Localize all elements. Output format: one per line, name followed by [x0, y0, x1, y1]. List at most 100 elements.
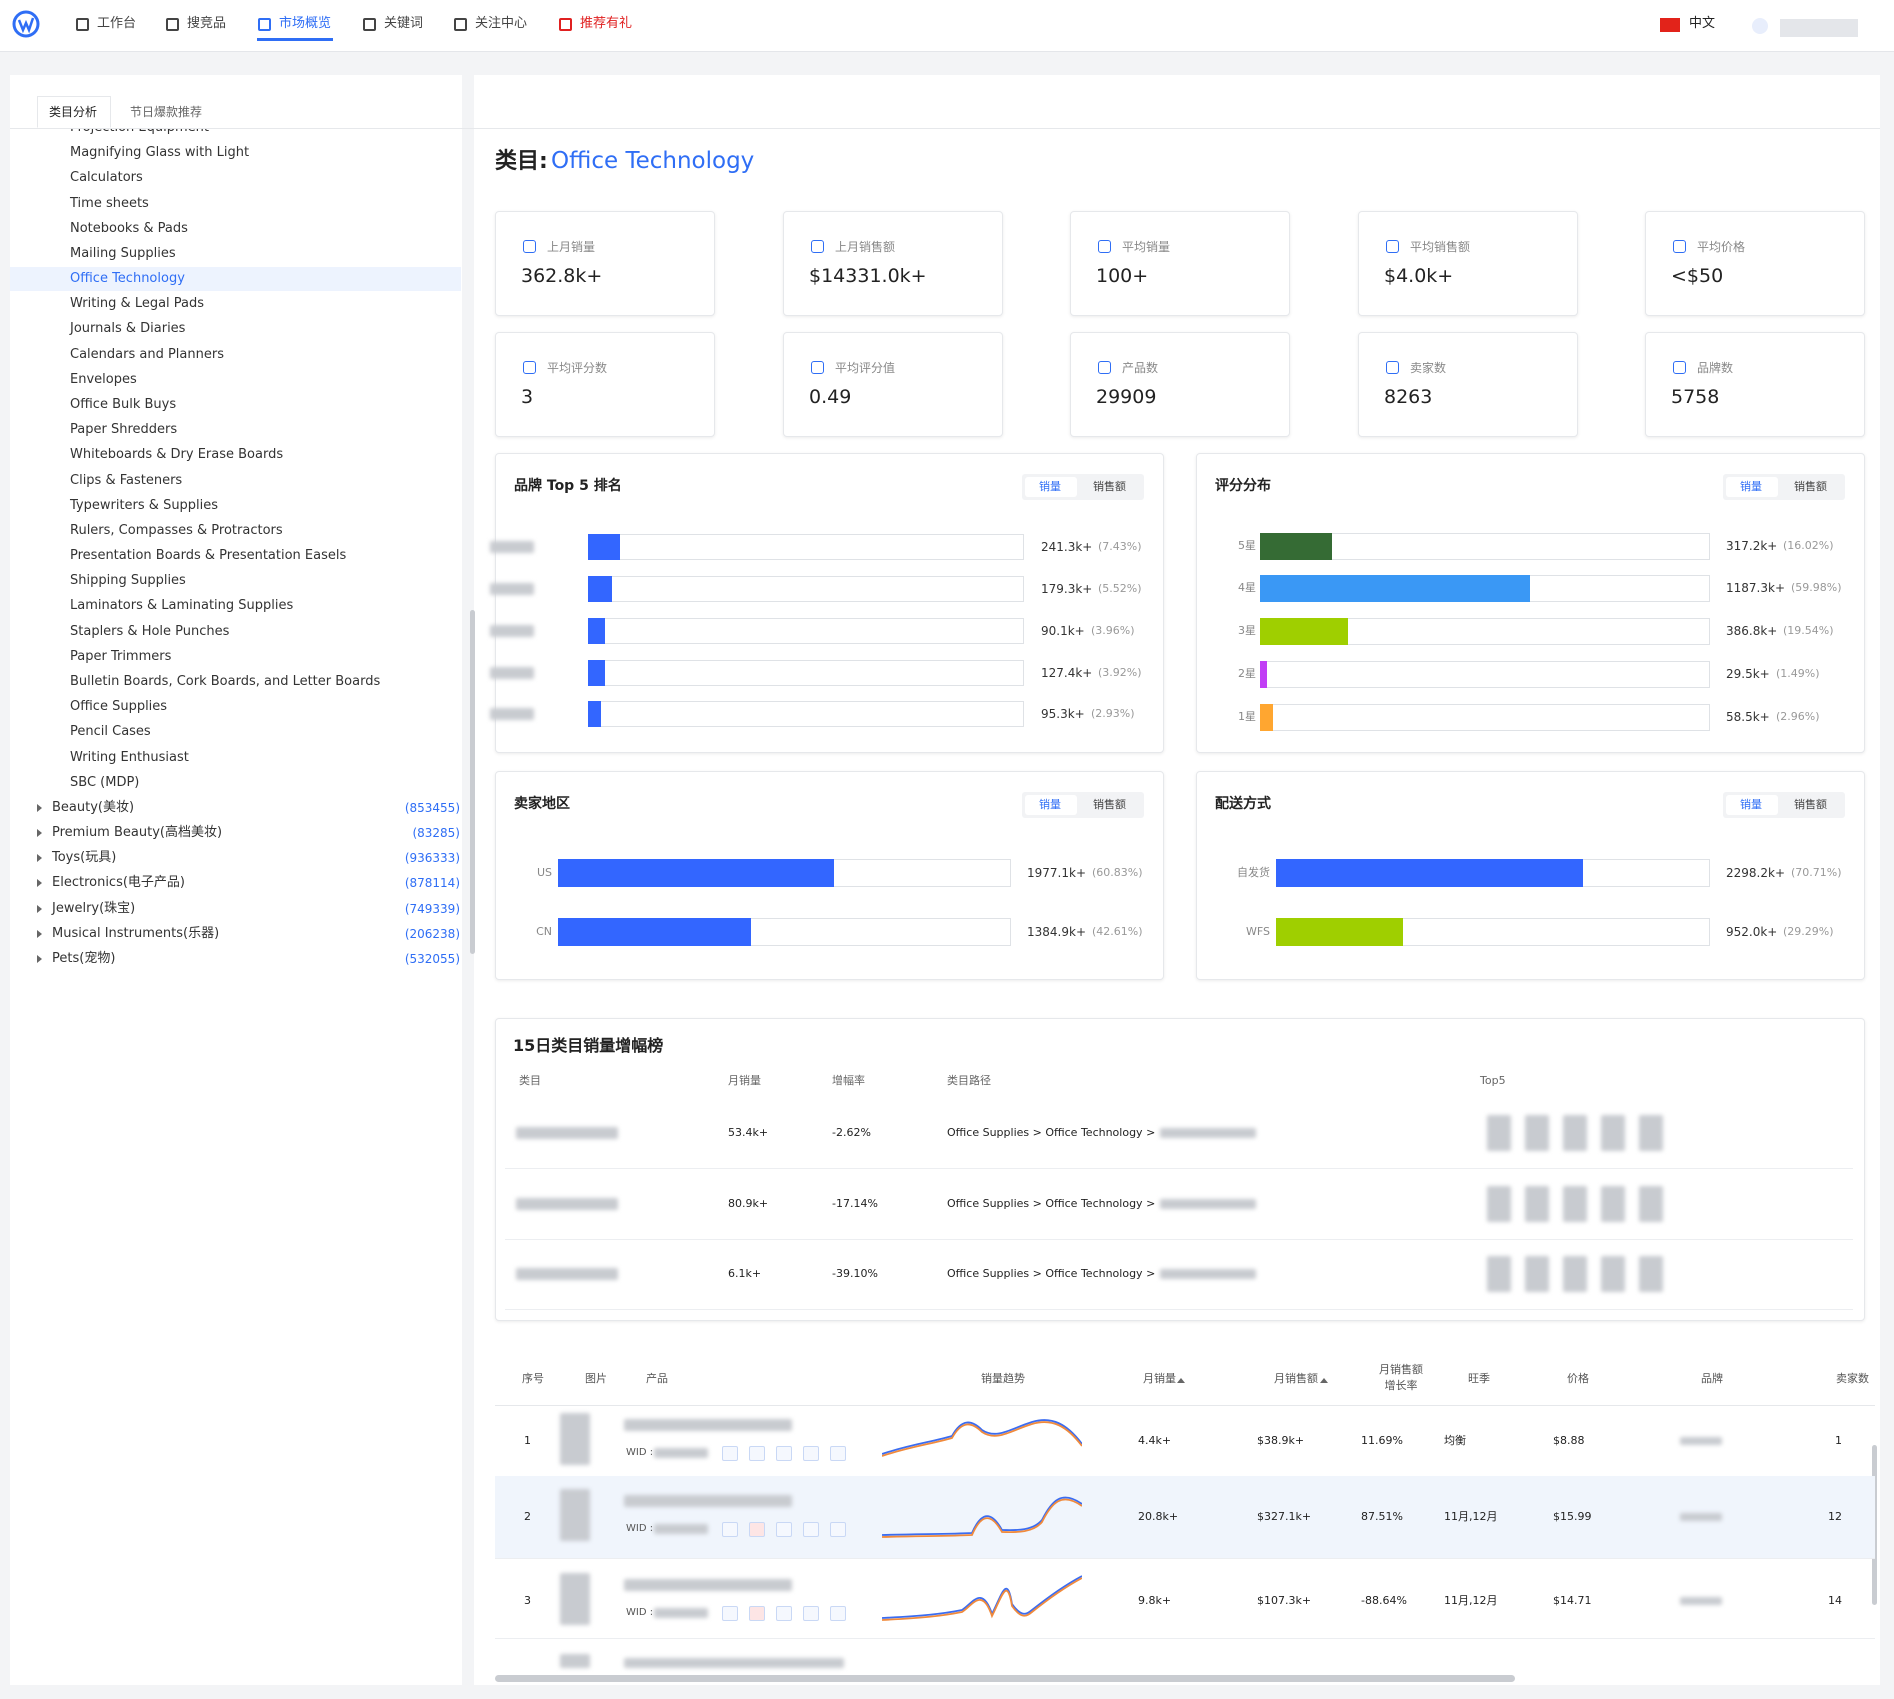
action-icon[interactable]	[749, 1606, 765, 1621]
category[interactable]: Musical Instruments(乐器)	[52, 925, 220, 941]
category-count: (853455)	[404, 800, 460, 815]
action-icon[interactable]	[749, 1522, 765, 1537]
toggle[interactable]: 销量	[1039, 480, 1061, 493]
avatar[interactable]	[1752, 18, 1768, 34]
nav-item[interactable]: 关注中心	[475, 16, 528, 31]
subcategory[interactable]: Notebooks & Pads	[70, 220, 188, 236]
subcategory[interactable]: Staplers & Hole Punches	[70, 623, 230, 639]
subcategory[interactable]: Presentation Boards & Presentation Easel…	[70, 548, 347, 564]
category[interactable]: Jewelry(珠宝)	[52, 900, 136, 916]
nav-item[interactable]: 市场概览	[279, 16, 332, 31]
bar	[1276, 859, 1583, 887]
subcategory[interactable]: Magnifying Glass with Light	[70, 145, 250, 161]
expand-arrow[interactable]	[37, 803, 42, 812]
subcategory[interactable]: Paper Shredders	[70, 422, 178, 438]
expand-arrow[interactable]	[37, 829, 42, 838]
category[interactable]: Premium Beauty(高档美妆)	[52, 825, 223, 841]
subcategory[interactable]: Whiteboards & Dry Erase Boards	[70, 447, 284, 463]
sort-icon[interactable]	[1320, 1374, 1328, 1383]
subcategory[interactable]: Clips & Fasteners	[70, 472, 183, 488]
sort-icon[interactable]	[1177, 1374, 1185, 1383]
subcategory[interactable]: Typewriters & Supplies	[70, 497, 219, 513]
subcategory[interactable]: Calendars and Planners	[70, 346, 224, 362]
table-scrollbar[interactable]	[495, 1675, 1515, 1682]
expand-arrow[interactable]	[37, 904, 42, 913]
action-icon[interactable]	[803, 1606, 819, 1621]
stat-icon	[1098, 240, 1111, 253]
subcategory[interactable]: Pencil Cases	[70, 724, 151, 740]
subcategory[interactable]: Calculators	[70, 170, 143, 186]
toggle[interactable]: 销售额	[1794, 798, 1827, 811]
subcategory[interactable]: SBC (MDP)	[70, 774, 140, 790]
nav-item[interactable]: 工作台	[97, 16, 137, 31]
nav-icon	[76, 18, 89, 31]
tab[interactable]: 节日爆款推荐	[130, 105, 203, 119]
blurred-content	[1680, 1513, 1722, 1521]
subcategory[interactable]: Projection Equipment	[70, 129, 209, 138]
subcategory[interactable]: Time sheets	[70, 195, 149, 211]
subcategory[interactable]: Writing Enthusiast	[70, 749, 189, 765]
action-icon[interactable]	[776, 1522, 792, 1537]
category[interactable]: Electronics(电子产品)	[52, 875, 185, 891]
action-icon[interactable]	[722, 1522, 738, 1537]
subcategory[interactable]: Bulletin Boards, Cork Boards, and Letter…	[70, 673, 381, 689]
trend-line	[882, 1421, 1082, 1457]
subcategory[interactable]: Envelopes	[70, 371, 137, 387]
expand-arrow[interactable]	[37, 879, 42, 888]
category-path: Office Supplies > Office Technology >	[947, 1267, 1156, 1280]
category[interactable]: Pets(宠物)	[52, 950, 116, 966]
toggle[interactable]: 销量	[1039, 798, 1061, 811]
nav-item[interactable]: 关键词	[384, 16, 424, 31]
subcategory[interactable]: Office Bulk Buys	[70, 396, 177, 412]
category[interactable]: Toys(玩具)	[52, 850, 117, 866]
stat-card	[783, 332, 1003, 437]
expand-arrow[interactable]	[37, 854, 42, 863]
expand-arrow[interactable]	[37, 929, 42, 938]
subcategory[interactable]: Office Technology	[70, 271, 185, 287]
subcategory[interactable]: Office Supplies	[70, 699, 168, 715]
subcategory[interactable]: Rulers, Compasses & Protractors	[70, 522, 283, 538]
action-icon[interactable]	[830, 1446, 846, 1461]
action-icon[interactable]	[749, 1446, 765, 1461]
toggle[interactable]: 销售额	[1794, 480, 1827, 493]
nav-item[interactable]: 推荐有礼	[580, 16, 633, 31]
stat-label: 品牌数	[1697, 361, 1734, 375]
peak-season: 均衡	[1444, 1434, 1466, 1447]
subcategory[interactable]: Paper Trimmers	[70, 648, 172, 664]
action-icon[interactable]	[776, 1446, 792, 1461]
nav-icon	[454, 18, 467, 31]
blurred-content	[1563, 1115, 1587, 1151]
action-icon[interactable]	[830, 1522, 846, 1537]
subcategory[interactable]: Journals & Diaries	[70, 321, 186, 337]
action-icon[interactable]	[722, 1606, 738, 1621]
subcategory[interactable]: Mailing Supplies	[70, 245, 176, 261]
sidebar-scrollbar[interactable]	[470, 610, 475, 954]
action-icon[interactable]	[830, 1606, 846, 1621]
bar-value: 1187.3k+	[1726, 581, 1785, 595]
row-divider	[495, 1638, 1875, 1639]
action-icon[interactable]	[776, 1606, 792, 1621]
expand-arrow[interactable]	[37, 954, 42, 963]
category[interactable]: Beauty(美妆)	[52, 799, 135, 815]
toggle[interactable]: 销量	[1740, 480, 1762, 493]
tab[interactable]: 类目分析	[49, 105, 98, 119]
action-icon[interactable]	[803, 1446, 819, 1461]
action-icon[interactable]	[803, 1522, 819, 1537]
bar-track	[588, 618, 1024, 644]
stat-value: 100+	[1096, 265, 1149, 287]
subcategory[interactable]: Writing & Legal Pads	[70, 296, 205, 312]
language[interactable]: 中文	[1689, 16, 1716, 31]
bar-label: 1星	[1238, 710, 1256, 723]
logo[interactable]	[12, 10, 40, 38]
nav-item[interactable]: 搜竞品	[187, 16, 227, 31]
subcategory[interactable]: Laminators & Laminating Supplies	[70, 598, 294, 614]
subcategory[interactable]: Shipping Supplies	[70, 573, 186, 589]
peak-season: 11月,12月	[1444, 1594, 1498, 1607]
toggle[interactable]: 销量	[1740, 798, 1762, 811]
action-icon[interactable]	[722, 1446, 738, 1461]
toggle[interactable]: 销售额	[1093, 480, 1126, 493]
seller-count: 1	[1835, 1434, 1842, 1447]
toggle[interactable]: 销售额	[1093, 798, 1126, 811]
blurred-content	[490, 541, 534, 553]
blurred-content	[624, 1495, 792, 1507]
